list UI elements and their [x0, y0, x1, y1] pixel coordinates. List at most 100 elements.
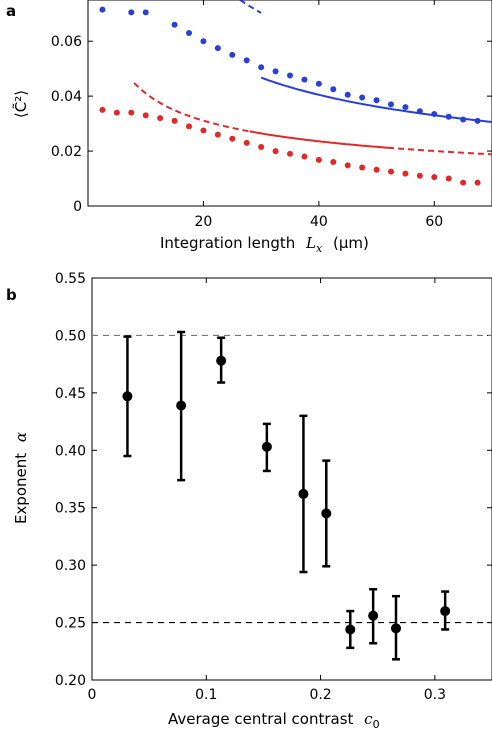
- panel-a-xlabel-var: L: [305, 234, 316, 252]
- a-point: [113, 109, 120, 116]
- b-ytick-label: 0.25: [55, 616, 86, 632]
- panel-a-xlabel-sub: x: [316, 242, 323, 255]
- a-ytick-label: 0.04: [51, 89, 82, 105]
- b-point: [345, 624, 356, 635]
- a-point: [373, 97, 380, 104]
- b-point: [440, 606, 451, 617]
- b-ytick-label: 0.55: [55, 271, 86, 287]
- a-point: [402, 104, 409, 111]
- a-xtick-label: 40: [310, 214, 328, 230]
- a-point: [315, 80, 322, 87]
- panel-a-xlabel-unit: (μm): [333, 234, 369, 252]
- panel-a-letter: a: [6, 2, 16, 20]
- a-point: [431, 174, 438, 181]
- b-ytick-label: 0.40: [55, 443, 86, 459]
- a-point: [359, 164, 366, 171]
- panel-b-xlabel-sub: 0: [373, 718, 380, 731]
- b-point: [368, 610, 379, 621]
- a-point: [272, 148, 279, 155]
- panel-b-data: [92, 330, 492, 661]
- a-fit-line: [238, 0, 262, 14]
- a-point: [128, 9, 135, 16]
- panel-b-letter: b: [6, 286, 17, 304]
- a-point: [287, 72, 293, 79]
- b-point: [176, 400, 187, 411]
- panel-b-ylabel: Exponent α: [12, 432, 30, 524]
- b-point: [321, 508, 332, 519]
- a-point: [301, 76, 308, 83]
- b-point: [216, 355, 227, 366]
- panel-b-ylabel-prefix: Exponent: [12, 453, 30, 524]
- a-point: [460, 179, 467, 186]
- a-point: [301, 153, 308, 160]
- a-plot-area: [99, 0, 492, 186]
- b-xtick-label: 0.1: [195, 687, 217, 703]
- a-point: [287, 150, 293, 157]
- a-point: [388, 101, 394, 108]
- panel-a-data: [99, 0, 492, 186]
- a-xtick-label: 60: [425, 214, 443, 230]
- a-point: [186, 29, 192, 36]
- b-xtick-label: 0.3: [424, 687, 446, 703]
- panel-a: a 20 40 60 0 0.02 0.04 0.06 Integration length…: [6, 0, 492, 256]
- a-point: [359, 94, 366, 101]
- a-point: [388, 168, 394, 175]
- b-xtick-label: 0.2: [309, 687, 331, 703]
- a-point: [330, 159, 337, 166]
- a-point: [474, 179, 481, 186]
- a-fit-line: [388, 146, 492, 156]
- b-point: [391, 623, 401, 634]
- panel-a-ticks: 20 40 60 0 0.02 0.04 0.06: [51, 0, 492, 230]
- a-point: [99, 6, 106, 13]
- b-ytick-label: 0.35: [55, 501, 86, 517]
- panel-b-xlabel: Average central contrast c0: [168, 710, 380, 731]
- a-point: [416, 172, 423, 179]
- b-xtick-label: 0: [88, 687, 97, 703]
- panel-b-frame: [91, 277, 492, 681]
- a-fit-line: [249, 130, 389, 149]
- a-point: [272, 68, 279, 75]
- panel-a-frame: [87, 0, 492, 207]
- b-point: [298, 488, 309, 499]
- a-point: [214, 131, 221, 138]
- a-ytick-label: 0.02: [51, 144, 82, 160]
- panel-b: b 0 0.1 0.2 0.3 0.20 0.25 0.30 0.35 0.40 0.45 0.50…: [6, 271, 492, 731]
- a-point: [99, 106, 106, 113]
- a-ytick-label: 0.06: [51, 34, 82, 50]
- a-point: [229, 135, 236, 142]
- a-point: [330, 86, 337, 93]
- a-point: [243, 57, 250, 64]
- a-point: [157, 115, 164, 122]
- a-point: [402, 170, 409, 177]
- a-fit-line: [260, 76, 492, 123]
- a-point: [171, 117, 178, 124]
- panel-b-ticks: 0 0.1 0.2 0.3 0.20 0.25 0.30 0.35 0.40 0.45 0.50 0.…: [55, 271, 492, 703]
- panel-b-ylabel-var: α: [12, 432, 30, 442]
- panel-a-xlabel-prefix: Integration length: [160, 234, 295, 252]
- a-point: [214, 45, 221, 52]
- a-point: [315, 156, 322, 163]
- a-xtick-label: 20: [195, 214, 213, 230]
- a-point: [344, 162, 351, 169]
- panel-a-ylabel: ⟨C̃²⟩: [11, 90, 30, 118]
- a-point: [243, 139, 250, 146]
- a-point: [229, 51, 236, 58]
- b-ytick-label: 0.20: [55, 673, 86, 689]
- panel-b-xlabel-prefix: Average central contrast: [168, 710, 354, 728]
- a-ytick-label: 0: [73, 199, 82, 215]
- a-point: [171, 21, 178, 28]
- a-point: [200, 127, 207, 134]
- a-point: [258, 143, 265, 150]
- a-point: [344, 91, 351, 98]
- b-ytick-label: 0.45: [55, 386, 86, 402]
- a-point: [258, 64, 265, 71]
- b-ytick-label: 0.30: [55, 558, 86, 574]
- b-ytick-label: 0.50: [55, 328, 86, 344]
- a-fit-line: [133, 82, 250, 133]
- a-point: [128, 109, 135, 116]
- a-point: [186, 123, 192, 130]
- panel-a-xlabel: Integration length Lx (μm): [160, 234, 369, 256]
- b-point: [122, 391, 133, 402]
- a-point: [445, 175, 452, 182]
